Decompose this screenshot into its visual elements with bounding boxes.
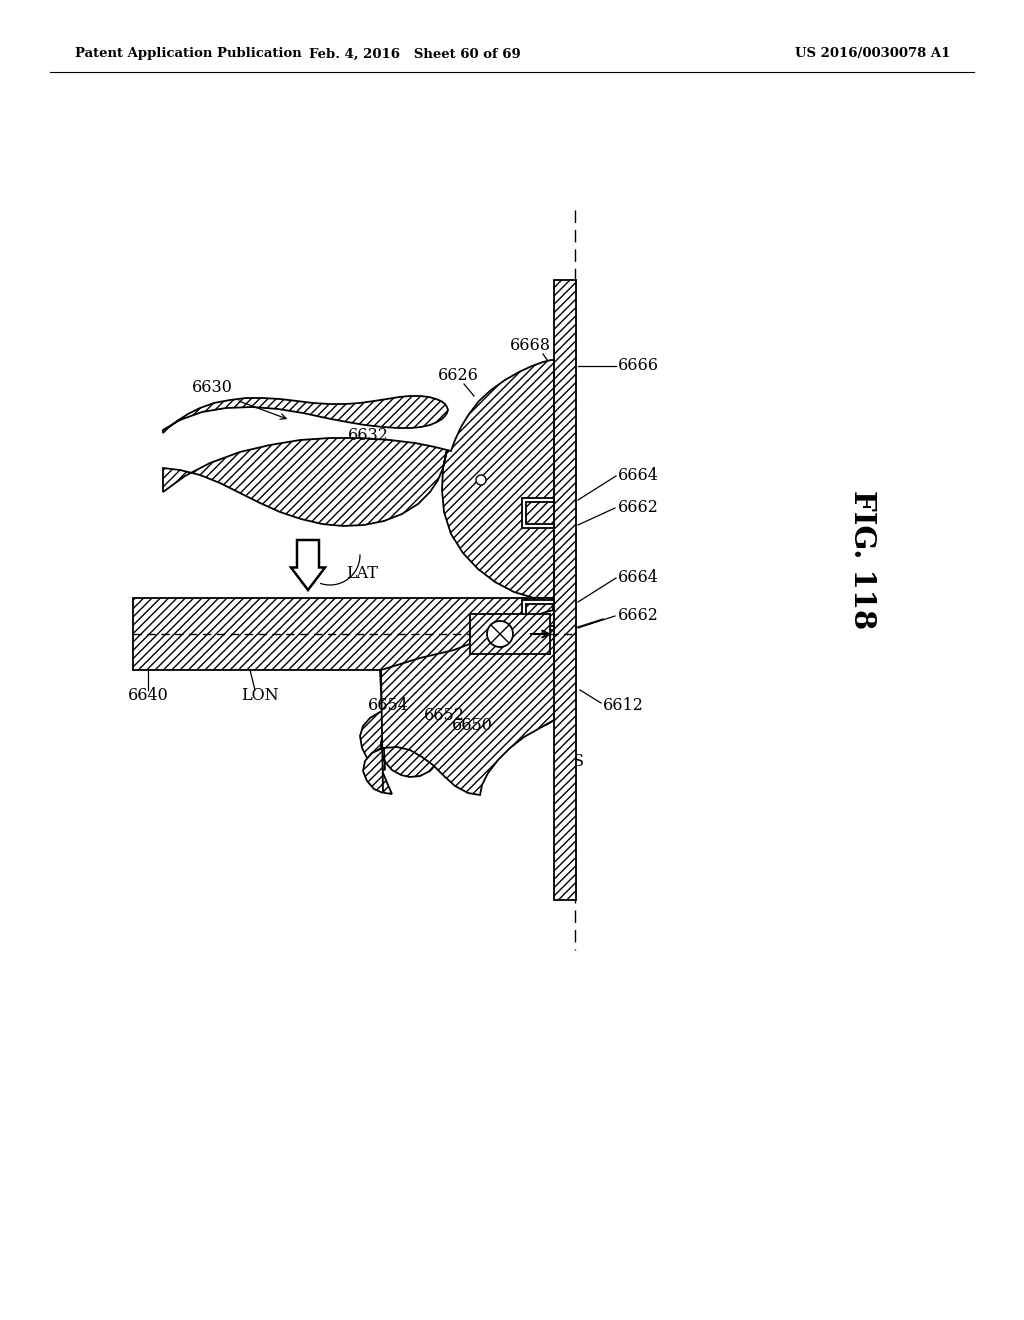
Text: 6664: 6664: [618, 569, 658, 586]
Text: LAT: LAT: [346, 565, 378, 582]
Text: FIG. 118: FIG. 118: [848, 490, 877, 630]
Text: S: S: [572, 754, 584, 771]
Text: 6650: 6650: [452, 718, 493, 734]
Text: US 2016/0030078 A1: US 2016/0030078 A1: [795, 48, 950, 61]
Polygon shape: [522, 601, 554, 630]
Bar: [554, 280, 575, 900]
Text: 6626: 6626: [437, 367, 478, 384]
Text: 6630: 6630: [191, 380, 232, 396]
Bar: [470, 614, 550, 653]
Circle shape: [476, 475, 486, 484]
Text: Feb. 4, 2016   Sheet 60 of 69: Feb. 4, 2016 Sheet 60 of 69: [309, 48, 521, 61]
Text: Patent Application Publication: Patent Application Publication: [75, 48, 302, 61]
Text: 6668: 6668: [510, 338, 551, 355]
Text: 6652: 6652: [424, 708, 465, 725]
Bar: [133, 598, 553, 671]
Text: LON: LON: [242, 688, 279, 705]
Text: 6640: 6640: [128, 688, 168, 705]
Text: 6662: 6662: [618, 607, 658, 624]
Text: 6664: 6664: [618, 467, 658, 484]
Polygon shape: [522, 498, 554, 528]
Polygon shape: [163, 360, 554, 598]
Polygon shape: [291, 540, 325, 590]
Text: 6654: 6654: [368, 697, 409, 714]
Text: 6632: 6632: [347, 428, 388, 445]
Text: 6666: 6666: [618, 358, 659, 375]
Circle shape: [487, 620, 513, 647]
Text: 6612: 6612: [603, 697, 644, 714]
Polygon shape: [362, 610, 554, 795]
Polygon shape: [360, 612, 554, 795]
Text: 6662: 6662: [618, 499, 658, 516]
Polygon shape: [163, 396, 449, 433]
